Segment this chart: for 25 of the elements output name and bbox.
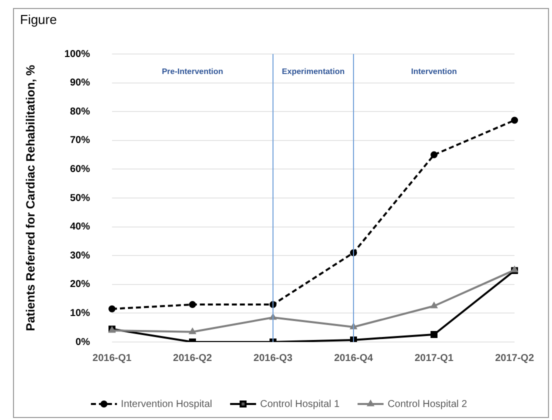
y-tick-label: 80% [70, 106, 90, 118]
chart-title: Figure [20, 12, 57, 27]
y-tick-label: 70% [70, 135, 90, 146]
annotation: Intervention [411, 67, 458, 76]
x-tick-label: 2016-Q2 [173, 352, 212, 364]
x-tick-label: 2016-Q3 [254, 352, 293, 364]
x-tick-label: 2016-Q1 [92, 352, 132, 364]
y-tick-label: 100% [64, 48, 90, 60]
y-tick-label: 20% [70, 279, 90, 290]
y-tick-label: 50% [70, 192, 90, 204]
x-tick-label: 2017-Q1 [414, 352, 454, 364]
y-tick-label: 90% [70, 78, 90, 89]
x-tick-label: 2016-Q4 [334, 352, 374, 364]
x-tick-label: 2017-Q2 [495, 352, 534, 364]
legend-label: Control Hospital 2 [388, 398, 468, 410]
y-tick-label: 30% [70, 250, 90, 262]
y-tick-label: 60% [70, 164, 90, 175]
legend-label: Intervention Hospital [120, 398, 212, 410]
y-axis-title: Patients Referred for Cardiac Rehabilitation, % [24, 64, 38, 332]
y-tick-label: 0% [76, 336, 90, 348]
y-tick-label: 10% [70, 308, 90, 319]
annotation: Experimentation [282, 67, 345, 76]
legend-label: Control Hospital 1 [260, 398, 340, 410]
y-tick-label: 40% [70, 222, 90, 233]
annotation: Pre-Intervention [162, 67, 224, 76]
